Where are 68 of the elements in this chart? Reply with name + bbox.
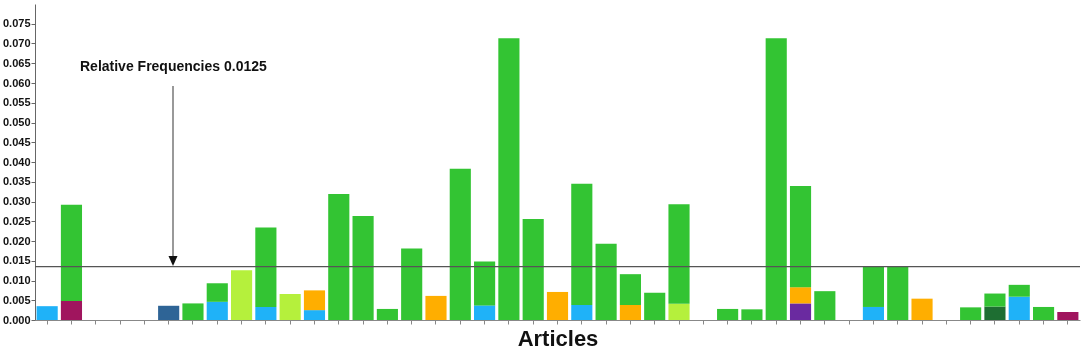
bar [401,248,423,320]
y-tick-label: 0.010 [2,274,31,286]
y-tick-label: 0.035 [2,175,31,188]
bar [279,293,301,320]
bar [158,305,180,320]
bar [595,243,617,320]
y-tick-label: 0.000 [2,313,31,326]
bar [425,295,447,320]
bar [352,216,374,320]
y-tick-label: 0.045 [2,135,31,148]
y-tick-label: 0.025 [2,214,31,227]
bar [255,227,277,307]
y-tick-label: 0.065 [2,56,31,69]
bar [668,204,690,304]
bar [571,304,593,320]
y-tick-label: 0.015 [2,254,31,267]
bar [717,308,739,320]
bar [644,292,666,320]
y-tick-label: 0.050 [2,116,31,128]
bar [887,266,909,320]
y-tick-label: 0.040 [2,155,31,168]
y-tick-label: 0.060 [2,76,31,89]
y-tick-label: 0.030 [2,195,31,207]
bar [182,303,204,320]
bar [814,291,836,320]
bar [303,290,326,311]
bar [449,168,471,320]
y-tick-label: 0.005 [2,293,31,306]
bar [376,308,398,320]
bar [765,38,787,320]
bar [60,301,83,320]
bar [668,303,690,320]
bar [984,293,1006,307]
bar [960,307,982,320]
bar [328,194,350,320]
bar [1008,296,1030,320]
y-tick-label: 0.020 [2,234,31,247]
annotation: Relative Frequencies 0.0125 [80,58,267,74]
y-tick-label: 0.055 [2,96,31,109]
bar [789,186,812,288]
bar [498,38,520,320]
bar [619,274,641,305]
y-tick-label: 0.070 [2,37,31,49]
bar [911,298,933,320]
bar [206,283,228,302]
bar [255,306,277,320]
bar [862,266,884,307]
bar [984,306,1006,320]
bar [522,218,544,320]
bar [571,183,593,305]
bar [206,301,228,320]
bar [474,261,496,306]
bar [60,204,83,302]
y-tick-label: 0.075 [2,17,31,30]
bar [546,291,569,320]
bar [789,287,812,304]
bar [789,303,812,320]
bar [36,306,58,320]
bar [231,270,253,320]
bar [474,305,496,320]
bar [1057,312,1079,320]
x-axis-title: Articles [517,325,599,348]
bar [1008,284,1030,297]
bar [619,304,641,320]
bar [741,309,763,320]
bar [862,306,884,320]
bar [303,310,326,320]
bar [1032,306,1055,320]
